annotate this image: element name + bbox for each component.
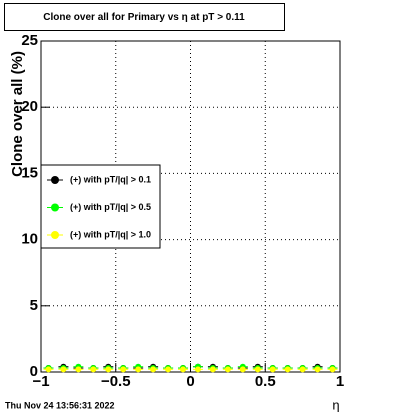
plot-area: 0 5 10 15 20 25 −1 −0.5 0 0.5 1 (+) with pT/|q| > 0… [21,32,344,390]
legend-box [40,164,161,249]
point [60,366,67,373]
point [45,366,52,373]
point [120,366,127,373]
timestamp: Thu Nov 24 13:56:31 2022 [5,400,115,410]
x-tick-label: 0 [186,373,194,390]
title-box [4,3,285,31]
point [254,366,261,373]
y-tick-label: 10 [21,231,38,248]
point [209,366,216,373]
y-tick-label: 5 [30,297,38,314]
point [314,366,321,373]
y-tick-label: 15 [21,164,38,181]
point [239,366,246,373]
point [165,366,172,373]
point [284,366,291,373]
point [329,366,336,373]
point [224,366,231,373]
x-axis-label: η [332,397,339,412]
point [90,366,97,373]
point [150,366,157,373]
y-tick-label: 25 [21,32,38,49]
point [269,366,276,373]
legend-label: (+) with pT/|q| > 1.0 [70,229,151,239]
point [75,366,82,373]
point [299,366,306,373]
x-tick-label: −1 [32,373,49,390]
point [105,366,112,373]
x-tick-label: 1 [336,373,344,390]
chart-title: Clone over all for Primary vs η at pT > … [43,12,245,23]
point [135,366,142,373]
y-tick-label: 20 [21,98,38,115]
legend-label: (+) with pT/|q| > 0.5 [70,202,151,212]
y-tick-label: 0 [30,363,38,380]
y-axis-label: Clone over all (%) [9,51,26,177]
x-tick-label: −0.5 [101,373,131,390]
x-tick-label: 0.5 [255,373,276,390]
point [194,366,201,373]
legend-label: (+) with pT/|q| > 0.1 [70,174,151,184]
point [180,366,187,373]
